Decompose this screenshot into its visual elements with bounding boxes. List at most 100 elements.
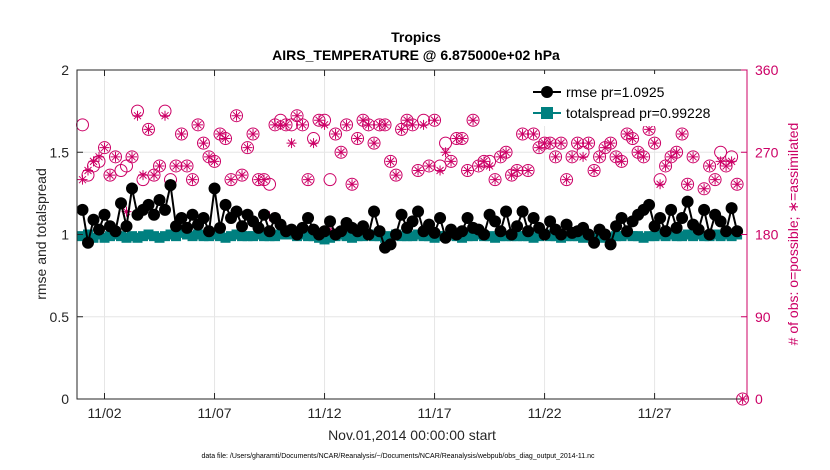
obs-possible-point (224, 173, 238, 187)
obs-possible-point (582, 136, 596, 150)
obs-assimilated-point (710, 174, 721, 185)
obs-assimilated-point (303, 174, 314, 185)
rmse-point (604, 238, 617, 251)
rmse-point (588, 236, 601, 249)
obs-possible-point (384, 154, 398, 168)
obs-possible-point (329, 127, 343, 141)
obs-assimilated-point (721, 160, 732, 171)
obs-assimilated-point (204, 151, 215, 162)
obs-assimilated-point (732, 179, 743, 190)
obs-assimilated-point (479, 156, 490, 167)
obs-assimilated-point (209, 156, 220, 167)
obs-assimilated-point (660, 160, 671, 171)
totalspread-point (138, 231, 149, 242)
totalspread-point (105, 231, 116, 242)
obs-assimilated-point (550, 151, 561, 162)
obs-assimilated-point (435, 165, 446, 176)
y-tick-label: 2 (61, 62, 69, 78)
rmse-point (93, 223, 106, 236)
obs-assimilated-point (319, 119, 330, 130)
rmse-point (252, 221, 265, 234)
obs-assimilated-point (451, 133, 462, 144)
obs-assimilated-point (363, 119, 374, 130)
obs-assimilated-point (462, 165, 473, 176)
obs-assimilated-point (292, 110, 303, 121)
obs-possible-point (125, 150, 139, 164)
totalspread-point (457, 232, 468, 243)
rmse-point (511, 220, 524, 233)
rmse-point (82, 236, 95, 249)
obs-assimilated-point (215, 128, 226, 139)
obs-assimilated-point (583, 138, 594, 149)
obs-assimilated-point (358, 115, 369, 126)
rmse-point (76, 203, 89, 216)
obs-possible-point (109, 150, 123, 164)
rmse-point (159, 203, 172, 216)
y-right-tick-label: 360 (755, 62, 779, 78)
y-axis-left: 0 0.5 1 1.5 2 (50, 62, 83, 407)
rmse-point (362, 228, 375, 241)
obs-count-layer (76, 100, 750, 406)
y-right-tick-label: 0 (755, 391, 763, 407)
obs-possible-point (389, 168, 403, 182)
rmse-point (720, 225, 733, 238)
totalspread-point (341, 231, 352, 242)
obs-assimilated-point (132, 110, 143, 121)
rmse-point (236, 220, 249, 233)
totalspread-point (682, 229, 693, 240)
totalspread-point (209, 229, 220, 240)
obs-assimilated-point (611, 151, 622, 162)
rmse-point (615, 212, 628, 225)
obs-assimilated-point (677, 128, 688, 139)
rmse-point (214, 221, 227, 234)
obs-possible-point (230, 109, 244, 123)
obs-assimilated-point (248, 128, 259, 139)
obs-possible-point (708, 173, 722, 187)
obs-possible-point (461, 164, 475, 178)
obs-assimilated-point (143, 124, 154, 135)
obs-assimilated-point (226, 174, 237, 185)
rmse-point (456, 225, 469, 238)
obs-assimilated-point (633, 147, 644, 158)
obs-possible-point (235, 168, 249, 182)
totalspread-point (611, 231, 622, 242)
totalspread-point (237, 231, 248, 242)
rmse-point (692, 223, 705, 236)
totalspread-point (270, 231, 281, 242)
obs-possible-point (197, 136, 211, 150)
obs-possible-point (191, 118, 205, 132)
totalspread-point (325, 232, 336, 243)
obs-possible-point (103, 168, 117, 182)
obs-assimilated-point (622, 128, 633, 139)
y-axis-label: rmse and totalspread (33, 168, 49, 300)
rmse-point (120, 220, 133, 233)
rmse-point (489, 215, 502, 228)
legend-spread-label: totalspread pr=0.99228 (566, 105, 711, 121)
totalspread-point (149, 231, 160, 242)
obs-assimilated-point (649, 138, 660, 149)
obs-assimilated-point (121, 206, 132, 217)
obs-possible-point (98, 141, 112, 155)
obs-assimilated-point (336, 147, 347, 158)
rmse-point (197, 212, 210, 225)
rmse-point (428, 226, 441, 239)
obs-assimilated-point (270, 119, 281, 130)
rmse-point (659, 225, 672, 238)
rmse-series (76, 179, 744, 254)
rmse-point (175, 212, 188, 225)
obs-assimilated-point (380, 119, 391, 130)
totalspread-point (259, 231, 270, 242)
obs-possible-point (549, 150, 563, 164)
totalspread-point (424, 231, 435, 242)
totalspread-point (220, 232, 231, 243)
totalspread-point (77, 231, 88, 242)
rmse-point (318, 225, 331, 238)
totalspread-point (655, 229, 666, 240)
rmse-point (302, 212, 315, 225)
rmse-point (406, 215, 419, 228)
obs-assimilated-point (572, 138, 583, 149)
rmse-point (665, 203, 678, 216)
rmse-point (599, 228, 612, 241)
obs-assimilated-point (347, 179, 358, 190)
rmse-point (538, 228, 551, 241)
